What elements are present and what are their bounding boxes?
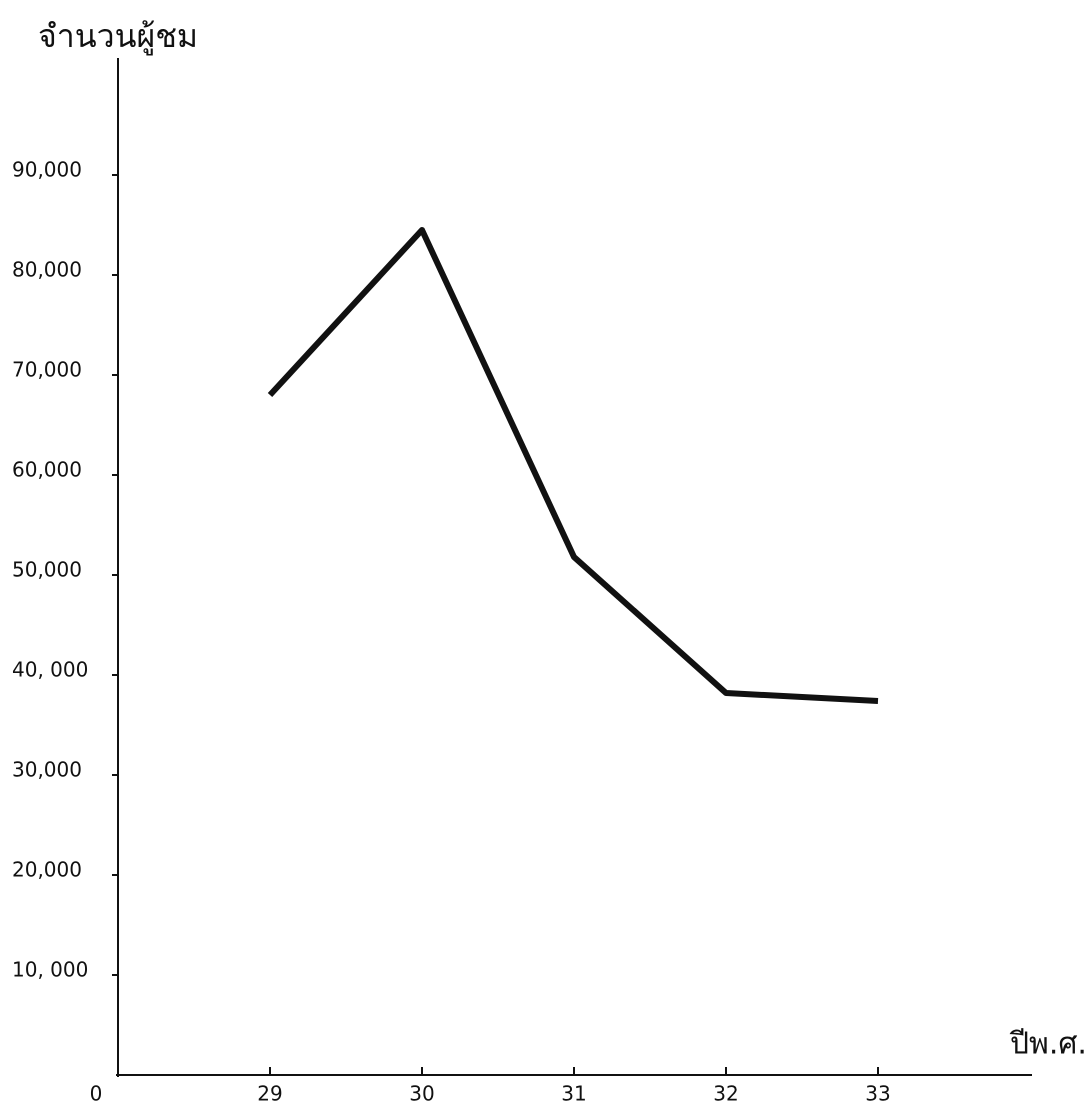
x-axis-label: ปีพ.ศ. — [1009, 1027, 1087, 1062]
y-tick-label: 70,000 — [12, 358, 82, 382]
y-tick-label: 90,000 — [12, 158, 82, 182]
x-tick-label: 33 — [865, 1082, 890, 1106]
x-tick-label: 32 — [713, 1082, 738, 1106]
y-tick-label: 10, 000 — [12, 958, 88, 982]
y-tick-label: 30,000 — [12, 758, 82, 782]
y-tick-label: 50,000 — [12, 558, 82, 582]
x-tick-label: 30 — [409, 1082, 434, 1106]
data-line — [267, 227, 879, 704]
y-tick-label: 20,000 — [12, 858, 82, 882]
y-tick-label: 0 — [90, 1082, 103, 1106]
x-tick-label: 29 — [257, 1082, 282, 1106]
y-tick-label: 80,000 — [12, 258, 82, 282]
y-axis-label: จำนวนผู้ชม — [38, 17, 198, 56]
y-tick-label: 60,000 — [12, 458, 82, 482]
y-tick-label: 40, 000 — [12, 658, 88, 682]
x-tick-label: 31 — [561, 1082, 586, 1106]
